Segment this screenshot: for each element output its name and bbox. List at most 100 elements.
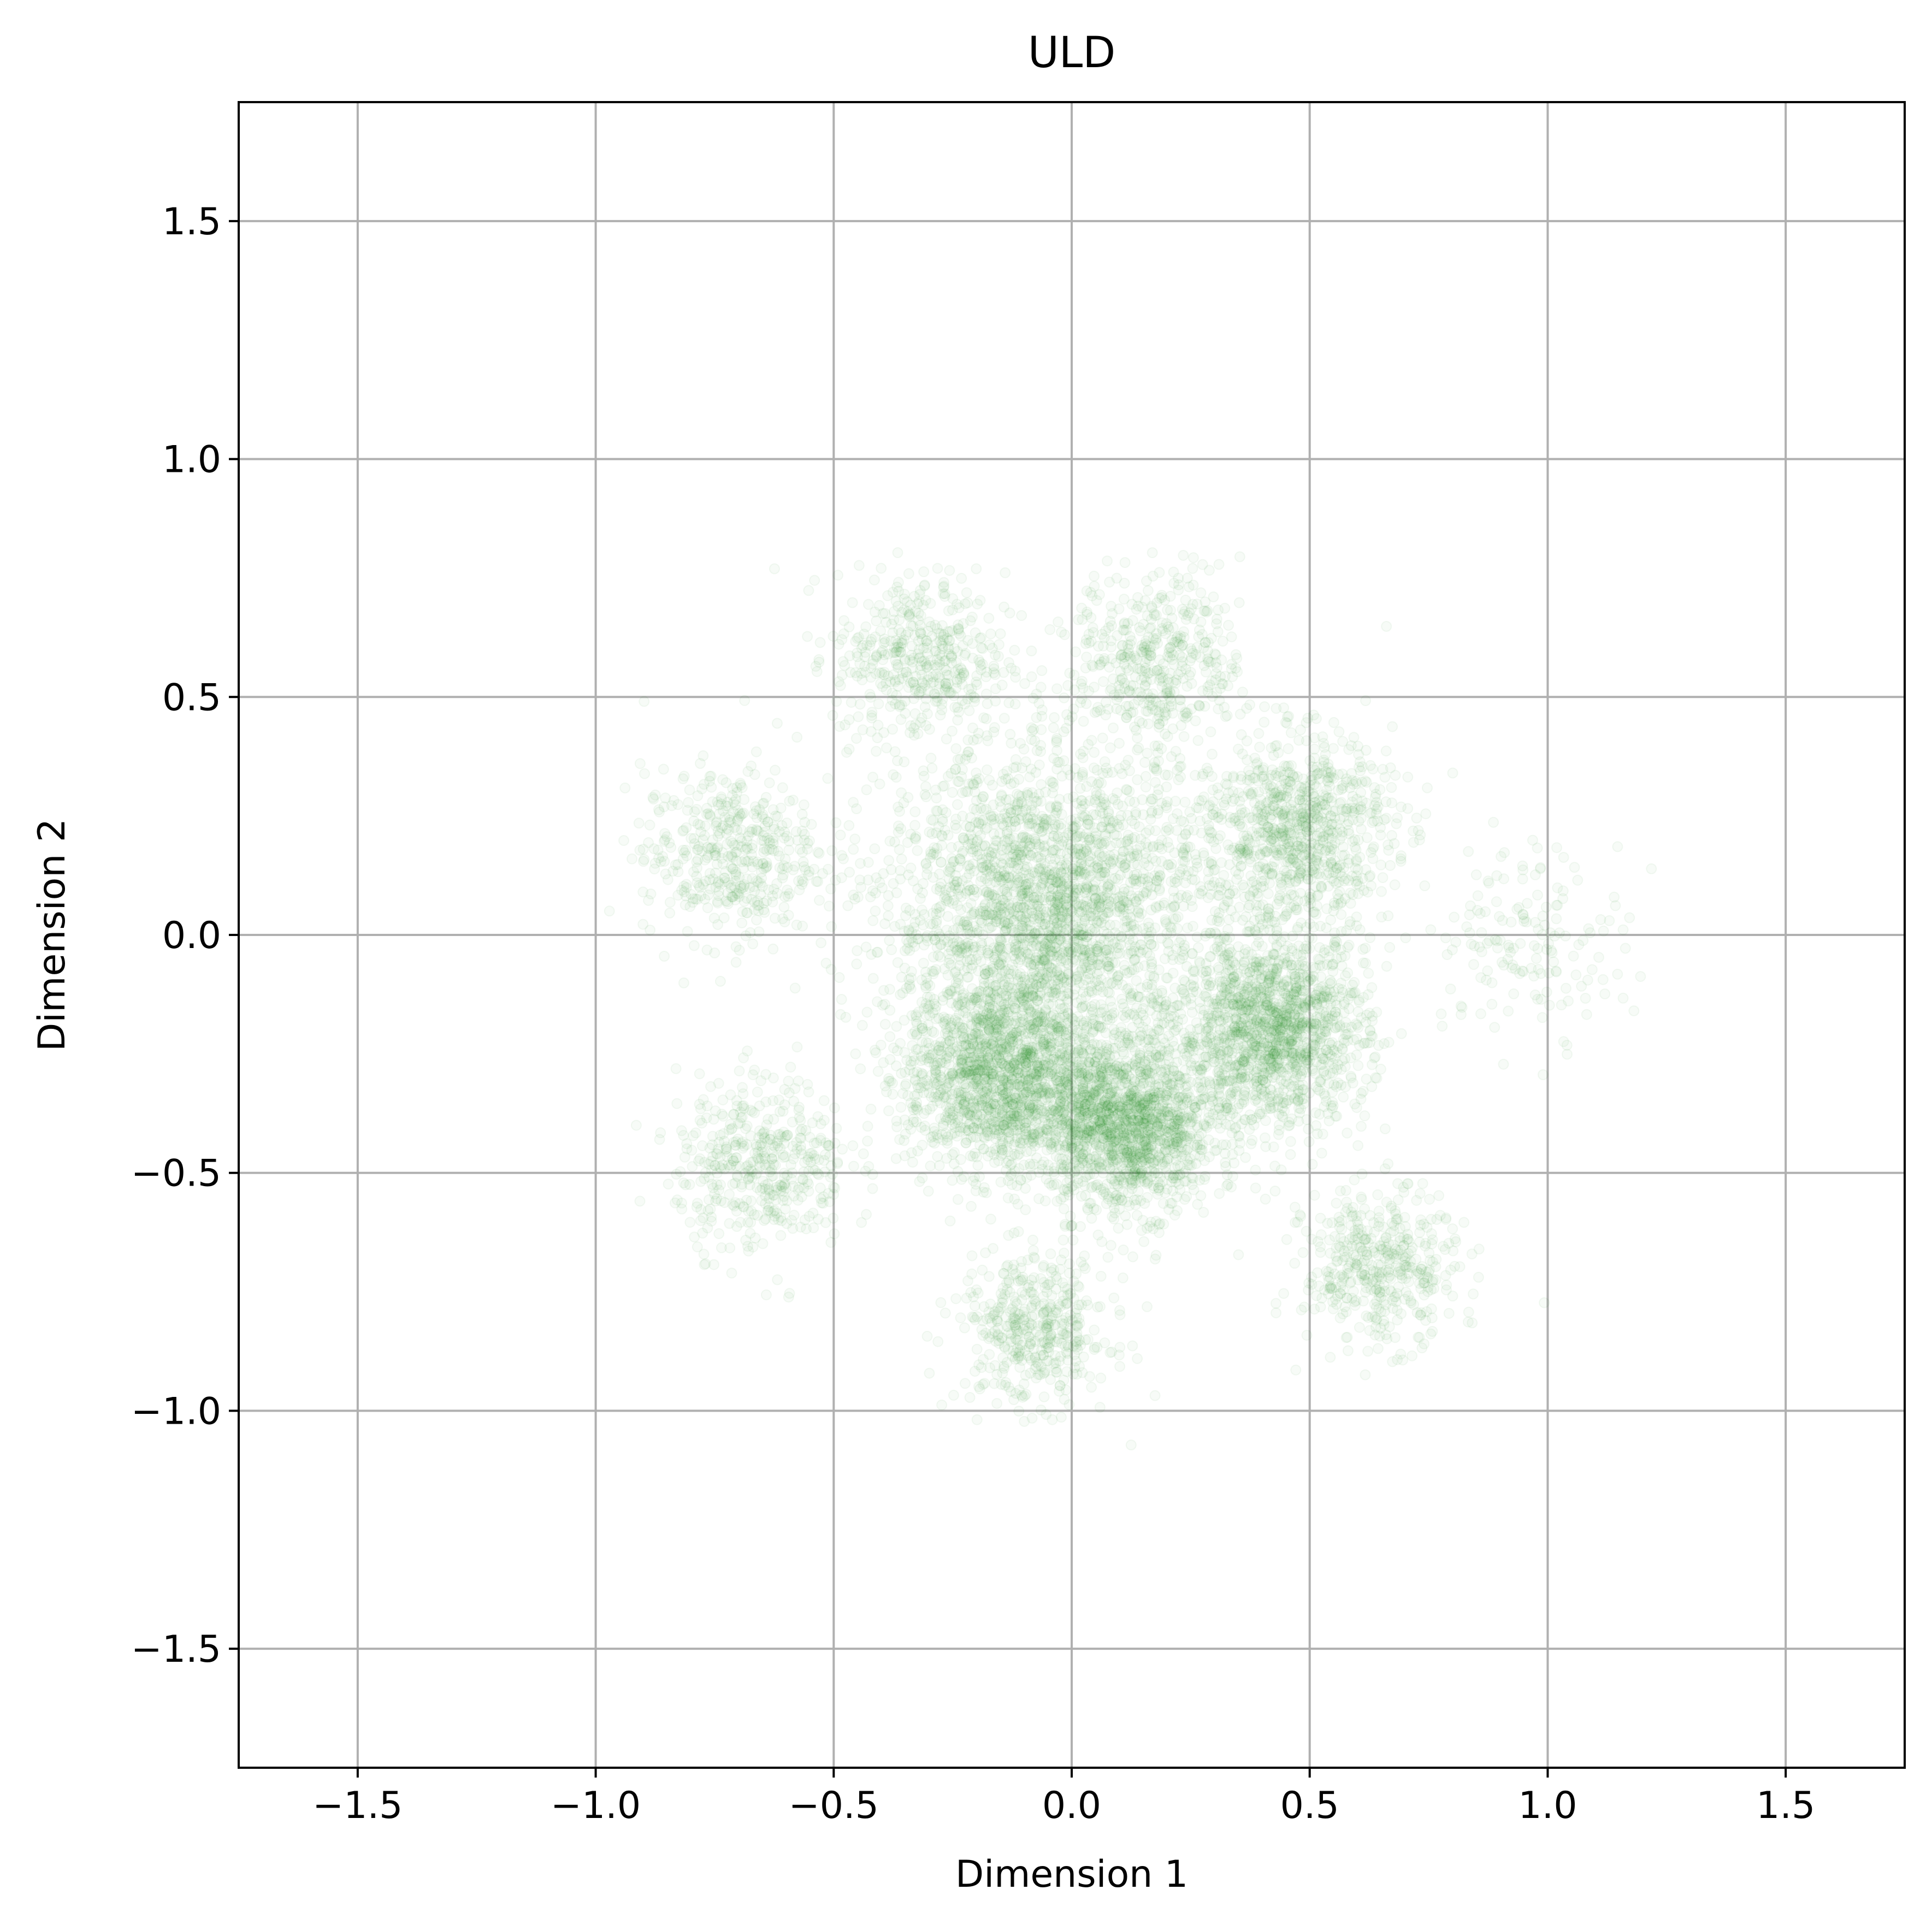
scatter-point xyxy=(1058,972,1070,983)
scatter-point xyxy=(1131,896,1142,907)
scatter-point xyxy=(1008,991,1019,1003)
scatter-point xyxy=(1072,831,1083,842)
scatter-point xyxy=(899,962,911,974)
scatter-point xyxy=(903,981,915,992)
scatter-point xyxy=(1127,1251,1138,1263)
scatter-point xyxy=(1015,1133,1027,1144)
scatter-point xyxy=(1161,781,1172,792)
scatter-point xyxy=(1061,860,1073,871)
scatter-point xyxy=(983,922,994,934)
scatter-point xyxy=(1006,922,1017,934)
scatter-point xyxy=(1002,1096,1014,1107)
scatter-point xyxy=(1074,866,1085,878)
scatter-point xyxy=(1011,761,1022,773)
scatter-point xyxy=(1026,804,1037,816)
scatter-point xyxy=(1055,983,1066,994)
scatter-point xyxy=(882,900,894,911)
scatter-point xyxy=(1018,985,1030,996)
scatter-point xyxy=(1044,945,1056,956)
scatter-point xyxy=(943,949,954,959)
scatter-point xyxy=(849,833,861,845)
scatter-point xyxy=(931,884,942,895)
scatter-point xyxy=(976,793,988,805)
scatter-point xyxy=(977,840,988,852)
scatter-point xyxy=(956,999,967,1010)
scatter-point xyxy=(921,863,933,874)
scatter-point xyxy=(1037,878,1048,889)
scatter-point xyxy=(1135,833,1147,845)
scatter-point xyxy=(1051,917,1063,928)
scatter-point xyxy=(1083,850,1094,862)
scatter-point xyxy=(1137,1010,1149,1021)
scatter-point xyxy=(983,1017,994,1029)
scatter-point xyxy=(779,916,790,928)
scatter-point xyxy=(1048,781,1059,793)
scatter-point xyxy=(989,954,1001,966)
scatter-point xyxy=(1043,1038,1055,1050)
scatter-point xyxy=(929,842,940,854)
scatter-point xyxy=(1012,870,1023,882)
scatter-point xyxy=(1093,953,1104,965)
scatter-point xyxy=(1012,925,1024,936)
scatter-point xyxy=(895,1101,907,1113)
scatter-point xyxy=(843,820,855,831)
scatter-point xyxy=(1095,902,1106,913)
scatter-point xyxy=(925,852,936,864)
scatter-point xyxy=(996,900,1007,911)
scatter-point xyxy=(1061,957,1072,969)
scatter-point xyxy=(999,1018,1011,1029)
scatter-point xyxy=(1120,915,1131,927)
scatter-point xyxy=(1098,1003,1109,1015)
scatter-point xyxy=(955,924,967,935)
scatter-point xyxy=(1037,1025,1048,1036)
scatter-point xyxy=(1107,817,1119,828)
scatter-point xyxy=(1077,899,1089,911)
scatter-point xyxy=(1167,1061,1178,1073)
scatter-point xyxy=(1073,831,1085,842)
scatter-point xyxy=(918,1108,930,1119)
scatter-point xyxy=(916,904,927,916)
scatter-point xyxy=(1093,895,1104,906)
scatter-point xyxy=(931,792,942,804)
scatter-point xyxy=(1046,979,1057,990)
scatter-point xyxy=(1030,1033,1041,1044)
scatter-point xyxy=(939,963,950,975)
scatter-point xyxy=(1187,986,1198,998)
scatter-point xyxy=(971,767,982,779)
scatter-point xyxy=(960,1138,972,1149)
scatter-point xyxy=(893,826,904,838)
scatter-point xyxy=(974,986,986,997)
scatter-point xyxy=(932,950,944,961)
scatter-point xyxy=(1102,949,1114,960)
scatter-point xyxy=(1020,845,1031,856)
scatter-point xyxy=(1000,975,1011,987)
scatter-point xyxy=(1104,919,1116,931)
scatter-point xyxy=(956,1061,968,1072)
scatter-point xyxy=(1260,1193,1271,1205)
scatter-point xyxy=(888,878,899,889)
scatter-point xyxy=(938,780,950,791)
scatter-point xyxy=(929,934,941,945)
scatter-point xyxy=(1110,1027,1121,1039)
scatter-point xyxy=(1046,1180,1057,1191)
scatter-point xyxy=(889,921,901,932)
scatter-point xyxy=(1017,879,1028,891)
scatter-point xyxy=(883,910,894,922)
scatter-point xyxy=(982,947,994,959)
scatter-point xyxy=(1038,944,1050,955)
scatter-point xyxy=(867,973,879,984)
scatter-point xyxy=(1172,875,1183,887)
scatter-point xyxy=(1070,942,1082,953)
scatter-point xyxy=(982,1150,994,1162)
scatter-point xyxy=(1001,918,1013,929)
scatter-point xyxy=(1011,1011,1023,1023)
scatter-point xyxy=(855,1063,866,1075)
scatter-point xyxy=(1101,1198,1112,1210)
scatter-point xyxy=(1240,1152,1251,1163)
scatter-point xyxy=(1161,918,1172,929)
scatter-point xyxy=(896,972,907,983)
scatter-point xyxy=(1179,940,1190,951)
scatter-point xyxy=(940,807,952,818)
scatter-point xyxy=(886,944,897,956)
scatter-point xyxy=(1015,980,1027,992)
